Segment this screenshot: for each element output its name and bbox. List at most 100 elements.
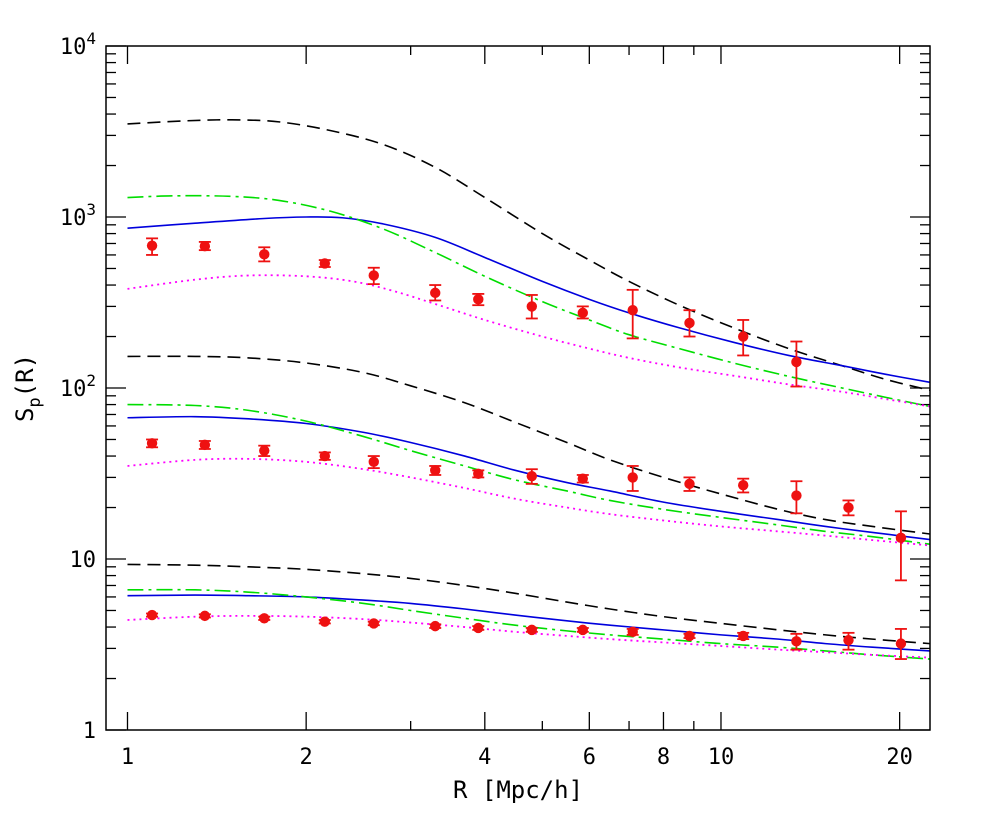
data-point-lower	[258, 613, 271, 624]
x-tick-label: 2	[300, 745, 313, 770]
data-marker	[526, 624, 538, 636]
y-tick-label: 10	[70, 548, 97, 573]
data-marker	[473, 622, 484, 634]
data-marker	[473, 294, 484, 305]
data-point-middle	[842, 499, 855, 517]
curve-middle-dashed	[127, 355, 931, 535]
data-marker	[577, 473, 588, 484]
data-marker	[259, 249, 270, 260]
data-marker	[791, 490, 802, 501]
data-marker	[199, 439, 211, 451]
data-marker	[684, 317, 695, 329]
x-tick-label: 8	[657, 745, 670, 770]
data-point-middle	[367, 455, 380, 470]
curve-lower-solid	[127, 594, 931, 652]
data-point-upper	[258, 246, 271, 263]
data-point-lower	[472, 622, 485, 634]
data-marker	[526, 470, 538, 482]
y-axis-title-suffix: (R)	[11, 354, 39, 397]
data-marker	[843, 502, 854, 513]
data-marker	[627, 626, 638, 638]
data-point-middle	[525, 468, 538, 485]
data-marker	[319, 616, 330, 627]
x-tick-label: 4	[478, 745, 491, 770]
data-point-middle	[318, 450, 331, 462]
y-tick-label-exponent: 2	[86, 371, 96, 390]
plot-frame	[105, 45, 931, 731]
data-marker	[791, 356, 802, 368]
data-marker	[368, 456, 379, 468]
curve-upper-solid	[127, 216, 931, 384]
axis-ticks	[106, 45, 930, 731]
curve-upper-dotted	[127, 274, 931, 408]
data-marker	[473, 468, 484, 479]
curve-lower-dashed	[127, 563, 931, 645]
y-tick-label-base: 10	[60, 377, 87, 402]
data-point-lower	[318, 616, 331, 627]
data-marker	[737, 480, 749, 491]
x-tick-label: 10	[708, 745, 735, 770]
x-axis-title: R [Mpc/h]	[453, 776, 583, 804]
data-marker	[627, 472, 638, 483]
data-marker	[737, 630, 749, 642]
x-tick-label: 20	[886, 745, 913, 770]
curve-lower-dashdot	[127, 588, 931, 660]
data-marker	[684, 630, 695, 642]
data-point-middle	[790, 480, 803, 515]
data-point-lower	[683, 630, 696, 642]
curve-lower-dotted	[127, 614, 931, 659]
data-marker	[199, 610, 211, 622]
data-point-middle	[198, 439, 211, 451]
data-point-upper	[318, 258, 331, 269]
data-point-lower	[790, 632, 803, 651]
data-marker	[199, 240, 211, 252]
y-tick-label: 1	[83, 719, 96, 744]
y-axis-title-main: S	[11, 408, 39, 422]
data-point-middle	[737, 477, 750, 494]
data-marker	[319, 450, 330, 462]
y-tick-label-exponent: 3	[86, 200, 96, 219]
data-point-middle	[626, 465, 639, 492]
y-tick-label: 102	[60, 371, 96, 402]
curve-middle-solid	[127, 415, 931, 541]
data-marker	[430, 465, 441, 476]
data-point-lower	[737, 630, 750, 642]
data-marker	[577, 307, 588, 319]
data-point-lower	[429, 620, 442, 632]
y-tick-label-exponent: 4	[86, 29, 96, 48]
data-marker	[146, 609, 158, 621]
data-point-lower	[842, 631, 855, 651]
data-marker	[737, 331, 749, 342]
data-marker	[430, 620, 441, 632]
data-marker	[684, 478, 695, 490]
data-marker	[843, 635, 854, 646]
data-marker	[526, 301, 538, 312]
data-marker	[319, 258, 330, 269]
data-point-upper	[576, 305, 589, 320]
data-point-middle	[146, 438, 159, 449]
y-axis-title: Sp(R)	[11, 354, 45, 422]
data-points	[146, 237, 907, 660]
curve-middle-dashdot	[127, 403, 931, 546]
data-point-upper	[146, 237, 159, 256]
data-point-upper	[790, 340, 803, 388]
y-tick-label-base: 10	[60, 35, 87, 60]
y-axis-title-subscript: p	[25, 397, 45, 407]
data-marker	[577, 624, 588, 636]
data-point-upper	[198, 240, 211, 252]
data-point-lower	[894, 628, 907, 660]
data-point-middle	[683, 476, 696, 492]
curve-upper-dashed	[127, 119, 931, 392]
data-point-middle	[576, 473, 589, 484]
data-marker	[368, 270, 379, 281]
data-marker	[259, 613, 270, 624]
data-point-upper	[429, 284, 442, 302]
y-tick-label: 103	[60, 200, 96, 231]
data-point-upper	[472, 293, 485, 307]
model-curves	[127, 119, 931, 660]
data-point-lower	[146, 609, 159, 621]
data-marker	[895, 638, 907, 649]
data-point-upper	[367, 266, 380, 286]
data-point-lower	[198, 610, 211, 622]
